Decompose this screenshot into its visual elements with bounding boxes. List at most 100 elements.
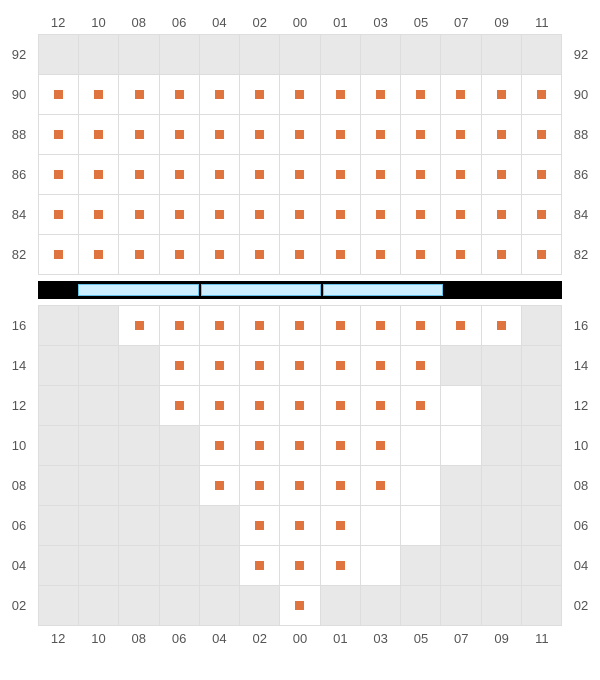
seat-cell[interactable]: [522, 195, 562, 235]
seat-cell[interactable]: [522, 115, 562, 155]
seat-cell[interactable]: [321, 306, 361, 346]
seat-cell[interactable]: [321, 155, 361, 195]
seat-cell[interactable]: [361, 506, 401, 546]
seat-cell[interactable]: [522, 155, 562, 195]
seat-cell[interactable]: [401, 426, 441, 466]
seat-cell[interactable]: [441, 195, 481, 235]
seat-cell[interactable]: [361, 306, 401, 346]
seat-cell[interactable]: [240, 426, 280, 466]
seat-cell[interactable]: [522, 75, 562, 115]
seat-cell[interactable]: [39, 155, 79, 195]
seat-cell[interactable]: [321, 75, 361, 115]
seat-cell[interactable]: [482, 195, 522, 235]
seat-cell[interactable]: [200, 155, 240, 195]
seat-cell[interactable]: [200, 235, 240, 275]
seat-cell[interactable]: [361, 386, 401, 426]
seat-cell[interactable]: [240, 235, 280, 275]
seat-cell[interactable]: [361, 466, 401, 506]
seat-cell[interactable]: [522, 235, 562, 275]
seat-cell[interactable]: [79, 75, 119, 115]
seat-cell[interactable]: [401, 386, 441, 426]
seat-cell[interactable]: [240, 306, 280, 346]
seat-cell[interactable]: [361, 546, 401, 586]
seat-cell[interactable]: [119, 115, 159, 155]
seat-cell[interactable]: [321, 386, 361, 426]
seat-cell[interactable]: [321, 426, 361, 466]
seat-cell[interactable]: [441, 235, 481, 275]
seat-cell[interactable]: [160, 235, 200, 275]
seat-cell[interactable]: [160, 195, 200, 235]
seat-cell[interactable]: [401, 235, 441, 275]
seat-cell[interactable]: [401, 306, 441, 346]
seat-cell[interactable]: [441, 386, 481, 426]
seat-cell[interactable]: [280, 235, 320, 275]
seat-cell[interactable]: [240, 466, 280, 506]
seat-cell[interactable]: [401, 506, 441, 546]
seat-cell[interactable]: [321, 235, 361, 275]
seat-cell[interactable]: [361, 115, 401, 155]
seat-cell[interactable]: [441, 75, 481, 115]
seat-cell[interactable]: [321, 195, 361, 235]
seat-cell[interactable]: [401, 466, 441, 506]
seat-cell[interactable]: [482, 306, 522, 346]
seat-cell[interactable]: [482, 235, 522, 275]
seat-cell[interactable]: [441, 155, 481, 195]
seat-cell[interactable]: [240, 346, 280, 386]
seat-cell[interactable]: [441, 115, 481, 155]
seat-cell[interactable]: [280, 586, 320, 626]
seat-cell[interactable]: [240, 75, 280, 115]
seat-cell[interactable]: [482, 155, 522, 195]
seat-cell[interactable]: [200, 386, 240, 426]
seat-cell[interactable]: [401, 346, 441, 386]
seat-cell[interactable]: [321, 346, 361, 386]
seat-cell[interactable]: [119, 155, 159, 195]
seat-cell[interactable]: [200, 426, 240, 466]
seat-cell[interactable]: [200, 115, 240, 155]
seat-cell[interactable]: [482, 75, 522, 115]
seat-cell[interactable]: [321, 506, 361, 546]
seat-cell[interactable]: [160, 155, 200, 195]
seat-cell[interactable]: [39, 195, 79, 235]
seat-cell[interactable]: [39, 115, 79, 155]
seat-cell[interactable]: [119, 75, 159, 115]
seat-cell[interactable]: [441, 426, 481, 466]
seat-cell[interactable]: [240, 155, 280, 195]
seat-cell[interactable]: [280, 426, 320, 466]
seat-cell[interactable]: [200, 75, 240, 115]
seat-cell[interactable]: [401, 195, 441, 235]
seat-cell[interactable]: [79, 195, 119, 235]
seat-cell[interactable]: [119, 235, 159, 275]
seat-cell[interactable]: [119, 195, 159, 235]
seat-cell[interactable]: [39, 75, 79, 115]
seat-cell[interactable]: [280, 195, 320, 235]
seat-cell[interactable]: [240, 546, 280, 586]
seat-cell[interactable]: [200, 195, 240, 235]
seat-cell[interactable]: [401, 155, 441, 195]
seat-cell[interactable]: [482, 115, 522, 155]
seat-cell[interactable]: [200, 306, 240, 346]
seat-cell[interactable]: [240, 386, 280, 426]
seat-cell[interactable]: [160, 306, 200, 346]
seat-cell[interactable]: [321, 466, 361, 506]
seat-cell[interactable]: [361, 235, 401, 275]
seat-cell[interactable]: [280, 346, 320, 386]
seat-cell[interactable]: [321, 546, 361, 586]
seat-cell[interactable]: [361, 75, 401, 115]
seat-cell[interactable]: [119, 306, 159, 346]
seat-cell[interactable]: [240, 195, 280, 235]
seat-cell[interactable]: [200, 346, 240, 386]
seat-cell[interactable]: [361, 155, 401, 195]
seat-cell[interactable]: [160, 115, 200, 155]
seat-cell[interactable]: [361, 426, 401, 466]
seat-cell[interactable]: [280, 546, 320, 586]
seat-cell[interactable]: [79, 115, 119, 155]
seat-cell[interactable]: [280, 506, 320, 546]
seat-cell[interactable]: [280, 75, 320, 115]
seat-cell[interactable]: [361, 195, 401, 235]
seat-cell[interactable]: [280, 115, 320, 155]
seat-cell[interactable]: [361, 346, 401, 386]
seat-cell[interactable]: [280, 306, 320, 346]
seat-cell[interactable]: [441, 306, 481, 346]
seat-cell[interactable]: [280, 466, 320, 506]
seat-cell[interactable]: [160, 75, 200, 115]
